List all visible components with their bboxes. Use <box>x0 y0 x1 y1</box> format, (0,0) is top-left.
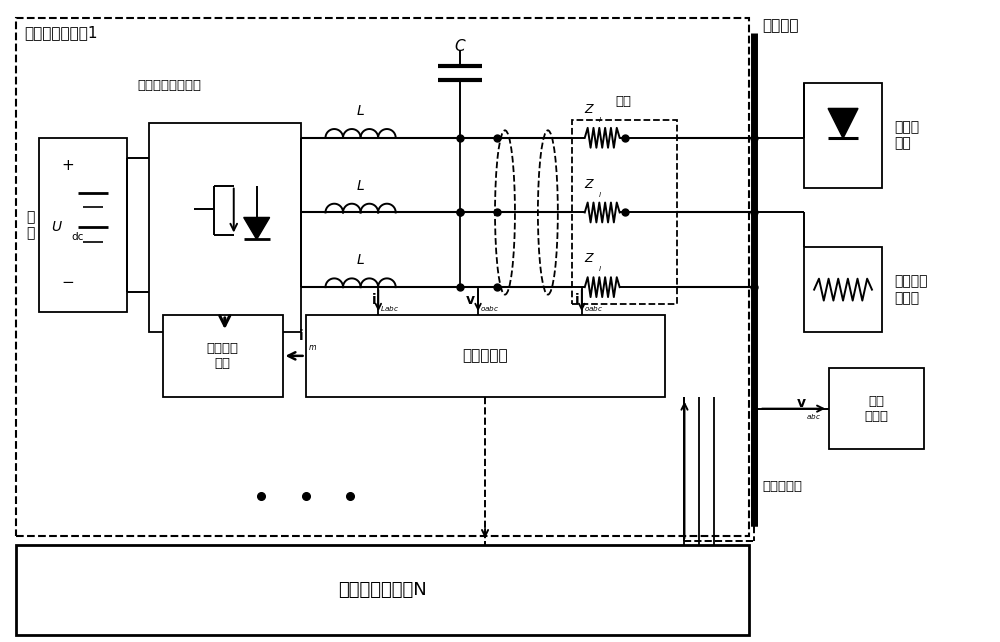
Bar <box>804 247 882 332</box>
Text: 低带宽通信: 低带宽通信 <box>762 480 802 493</box>
Bar <box>16 19 749 536</box>
Text: $_l$: $_l$ <box>598 189 602 200</box>
Text: $_l$: $_l$ <box>598 265 602 274</box>
Text: $\mathbf{v}$: $\mathbf{v}$ <box>796 395 807 410</box>
Text: 驱动保护
电路: 驱动保护 电路 <box>207 342 239 370</box>
Text: 三相不平
衡负载: 三相不平 衡负载 <box>894 275 927 305</box>
Text: $_l$: $_l$ <box>598 115 602 125</box>
Bar <box>306 315 665 397</box>
Text: 微
源: 微 源 <box>26 210 34 240</box>
Polygon shape <box>244 218 270 239</box>
Text: $L$: $L$ <box>356 178 365 193</box>
Polygon shape <box>828 108 858 138</box>
Text: dc: dc <box>71 232 84 242</box>
Text: $_{oabc}$: $_{oabc}$ <box>584 304 603 314</box>
Text: $_{abc}$: $_{abc}$ <box>806 412 821 422</box>
Text: +: + <box>62 158 75 173</box>
Text: $\mathbf{i}$: $\mathbf{i}$ <box>298 328 304 343</box>
Text: $_{Labc}$: $_{Labc}$ <box>380 304 399 314</box>
Text: 本地控制器: 本地控制器 <box>462 349 508 363</box>
Text: 馈线: 馈线 <box>616 95 632 108</box>
Text: $_m$: $_m$ <box>308 343 317 353</box>
Text: $Z$: $Z$ <box>584 252 595 265</box>
Text: 公共母线: 公共母线 <box>762 19 799 33</box>
Text: 非线性
负载: 非线性 负载 <box>894 120 919 150</box>
Text: $C$: $C$ <box>454 39 466 54</box>
Bar <box>163 315 283 397</box>
Text: −: − <box>62 275 75 290</box>
Text: $\mathbf{v}$: $\mathbf{v}$ <box>465 293 476 307</box>
Text: 集中
控制器: 集中 控制器 <box>864 395 888 422</box>
Text: $_{oabc}$: $_{oabc}$ <box>480 304 500 314</box>
Text: $L$: $L$ <box>356 104 365 118</box>
Bar <box>829 368 924 449</box>
Bar <box>149 123 301 332</box>
Text: $U$: $U$ <box>51 220 63 234</box>
Text: 三相全桥逆变电路: 三相全桥逆变电路 <box>137 78 201 92</box>
Text: 分布式发电单元N: 分布式发电单元N <box>338 581 427 599</box>
Text: $\mathbf{i}$: $\mathbf{i}$ <box>574 292 580 307</box>
Bar <box>804 83 882 187</box>
Text: $L$: $L$ <box>356 253 365 267</box>
Bar <box>572 120 677 304</box>
Bar <box>39 138 127 312</box>
Text: $Z$: $Z$ <box>584 178 595 191</box>
Text: 分布式发电单元1: 分布式发电单元1 <box>24 25 98 40</box>
Text: $Z$: $Z$ <box>584 103 595 116</box>
Text: $\mathbf{i}$: $\mathbf{i}$ <box>371 292 376 307</box>
Bar <box>16 545 749 635</box>
